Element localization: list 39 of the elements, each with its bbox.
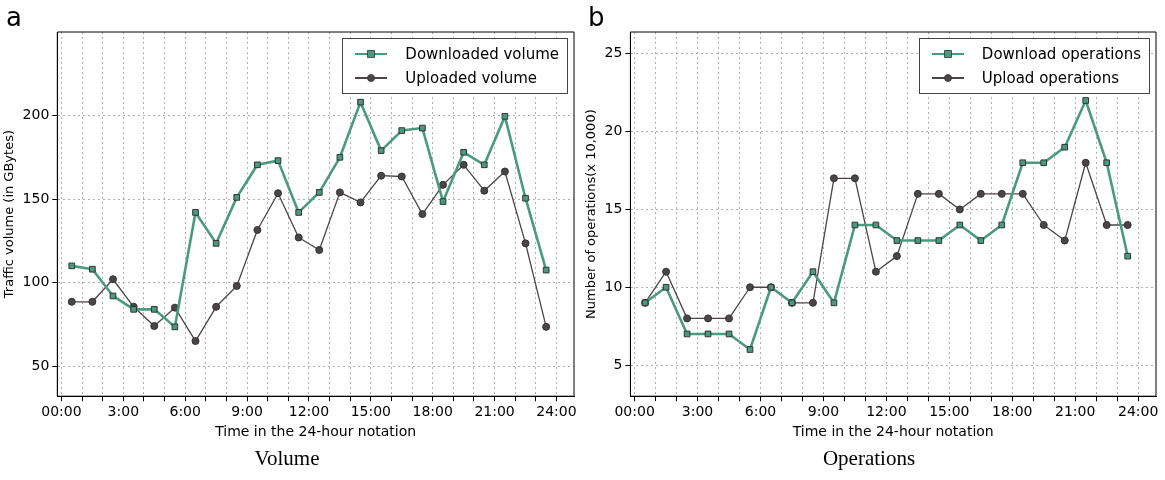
x-tick-label: 21:00 <box>1055 403 1096 420</box>
x-axis-title: Time in the 24-hour notation <box>214 423 417 440</box>
legend-label: Upload operations <box>981 69 1119 87</box>
x-tick-label: 00:00 <box>41 403 82 420</box>
legend-label: Uploaded volume <box>405 69 537 87</box>
x-tick-label: 00:00 <box>614 403 655 420</box>
x-tick-label: 9:00 <box>807 403 840 420</box>
text: Operations <box>822 445 916 470</box>
x-tick-label: 6:00 <box>169 403 201 420</box>
legend-label: Downloaded volume <box>405 45 559 63</box>
text: b <box>588 2 605 32</box>
x-tick-label: 12:00 <box>288 403 330 420</box>
text: Volume <box>254 445 320 470</box>
x-tick-label: 21:00 <box>474 403 515 420</box>
y-axis-title: Number of operations(x 10,000) <box>583 109 599 319</box>
x-tick-label: 18:00 <box>412 403 453 420</box>
x-tick-label: 15:00 <box>350 403 392 420</box>
x-tick-label: 3:00 <box>107 403 140 420</box>
y-tick-label: 150 <box>22 189 50 206</box>
legend-label: Download operations <box>981 45 1141 63</box>
x-tick-label: 18:00 <box>992 403 1033 420</box>
y-axis-title: Traffic volume (in GBytes) <box>1 130 17 300</box>
y-tick-label: 50 <box>31 356 50 373</box>
x-tick-label: 12:00 <box>866 403 907 420</box>
y-tick-label: 100 <box>22 273 50 290</box>
x-tick-label: 9:00 <box>231 403 263 420</box>
y-tick-label: 25 <box>604 44 623 61</box>
y-tick-label: 200 <box>22 106 50 123</box>
x-axis-title: Time in the 24-hour notation <box>791 423 994 440</box>
x-tick-label: 24:00 <box>1117 403 1159 420</box>
y-tick-label: 5 <box>613 355 623 372</box>
x-tick-label: 24:00 <box>536 403 577 420</box>
x-tick-label: 3:00 <box>681 403 714 420</box>
text: a <box>6 2 22 32</box>
x-tick-label: 15:00 <box>929 403 970 420</box>
x-tick-label: 6:00 <box>744 403 777 420</box>
y-tick-label: 15 <box>604 200 623 217</box>
y-tick-label: 10 <box>604 277 623 294</box>
y-tick-label: 20 <box>604 122 623 139</box>
